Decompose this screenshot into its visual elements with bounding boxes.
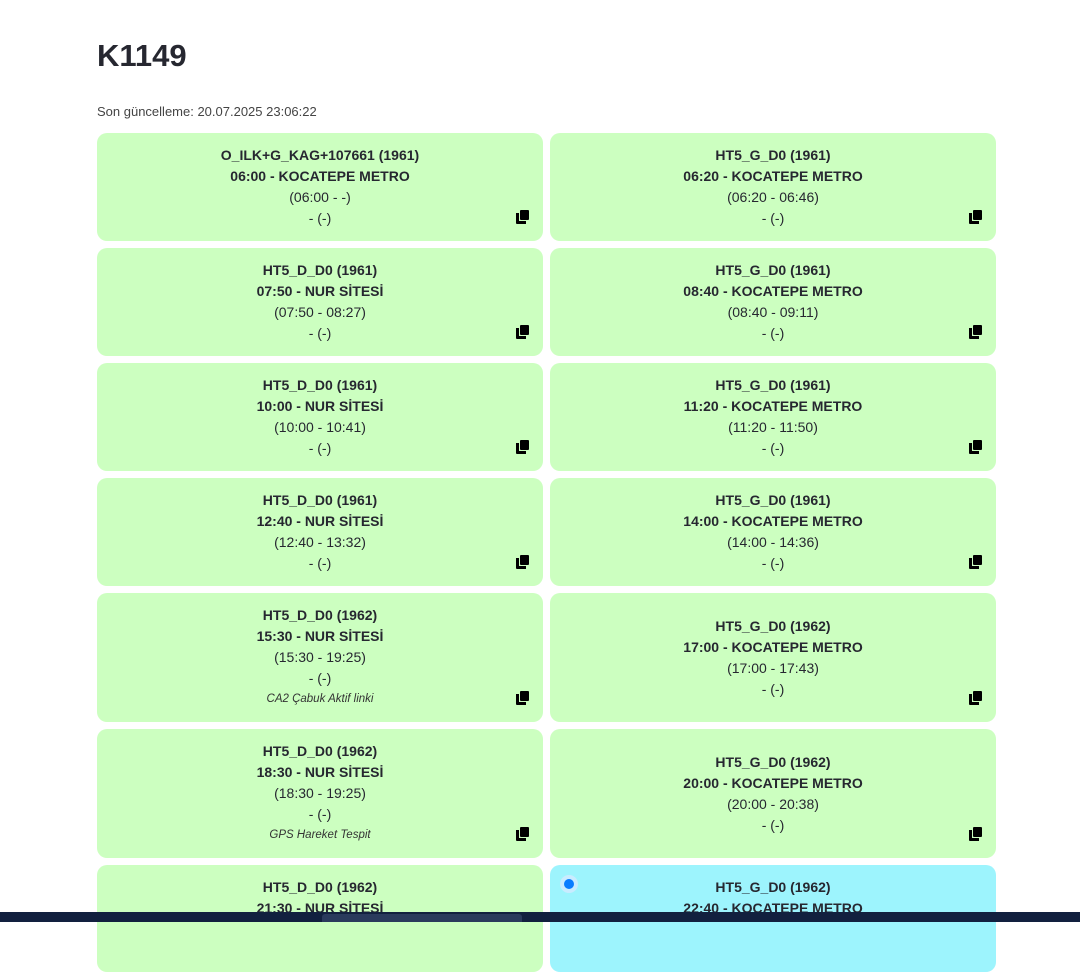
trip-time-range: (10:00 - 10:41)	[274, 419, 366, 435]
copy-icon[interactable]	[969, 826, 982, 841]
copy-icon[interactable]	[969, 690, 982, 705]
trip-time-range: (17:00 - 17:43)	[727, 659, 819, 676]
trip-code: HT5_G_D0 (1962)	[715, 617, 831, 634]
last-updated: Son güncelleme: 20.07.2025 23:06:22	[97, 104, 317, 119]
trip-extra: - (-)	[308, 440, 332, 456]
trip-code: HT5_G_D0 (1962)	[715, 879, 831, 895]
trip-card[interactable]: HT5_G_D0 (1962) 17:00 - KOCATEPE METRO (17…	[550, 593, 996, 722]
trip-departure: 18:30 - NUR SİTESİ	[256, 764, 384, 780]
trip-extra: - (-)	[761, 210, 785, 226]
active-indicator-icon	[564, 879, 574, 889]
trip-code: HT5_G_D0 (1961)	[715, 377, 831, 393]
trip-extra: - (-)	[761, 440, 785, 456]
trip-time-range: (06:00 - -)	[289, 189, 351, 205]
trip-time-range: (08:40 - 09:11)	[727, 304, 819, 320]
trip-grid: O_ILK+G_KAG+107661 (1961) 06:00 - KOCATEP…	[97, 133, 997, 972]
trip-card[interactable]: HT5_D_D0 (1961) 12:40 - NUR SİTESİ (12:40 …	[97, 478, 543, 586]
trip-extra: - (-)	[308, 325, 332, 341]
trip-time-range: (07:50 - 08:27)	[274, 304, 366, 320]
trip-extra: - (-)	[761, 325, 785, 341]
trip-code: HT5_D_D0 (1962)	[262, 879, 378, 895]
copy-icon[interactable]	[969, 554, 982, 569]
trip-card[interactable]: HT5_G_D0 (1961) 11:20 - KOCATEPE METRO (11…	[550, 363, 996, 471]
trip-card[interactable]: HT5_D_D0 (1962) 18:30 - NUR SİTESİ (18:30 …	[97, 729, 543, 858]
trip-code: O_ILK+G_KAG+107661 (1961)	[220, 147, 420, 163]
taskbar-item[interactable]	[322, 914, 522, 922]
trip-departure: 17:00 - KOCATEPE METRO	[683, 638, 863, 655]
trip-code: HT5_G_D0 (1961)	[715, 147, 831, 163]
trip-time-range: (20:00 - 20:38)	[727, 795, 819, 812]
trip-departure: 15:30 - NUR SİTESİ	[256, 628, 384, 644]
trip-departure: 11:20 - KOCATEPE METRO	[683, 398, 863, 414]
copy-icon[interactable]	[516, 439, 529, 454]
trip-card[interactable]: HT5_D_D0 (1962) 15:30 - NUR SİTESİ (15:30 …	[97, 593, 543, 722]
trip-card[interactable]: HT5_G_D0 (1962) 20:00 - KOCATEPE METRO (20…	[550, 729, 996, 858]
copy-icon[interactable]	[516, 209, 529, 224]
trip-note: GPS Hareket Tespit	[269, 829, 371, 841]
copy-icon[interactable]	[516, 690, 529, 705]
trip-departure: 10:00 - NUR SİTESİ	[256, 398, 384, 414]
copy-icon[interactable]	[516, 554, 529, 569]
trip-code: HT5_D_D0 (1962)	[262, 743, 378, 759]
trip-code: HT5_G_D0 (1961)	[715, 262, 831, 278]
trip-code: HT5_D_D0 (1961)	[262, 262, 378, 278]
trip-departure: 08:40 - KOCATEPE METRO	[683, 283, 863, 299]
copy-icon[interactable]	[969, 209, 982, 224]
copy-icon[interactable]	[516, 826, 529, 841]
copy-icon[interactable]	[969, 324, 982, 339]
trip-extra: - (-)	[308, 806, 332, 822]
trip-extra: - (-)	[308, 670, 332, 686]
trip-card[interactable]: HT5_G_D0 (1961) 06:20 - KOCATEPE METRO (06…	[550, 133, 996, 241]
trip-card[interactable]: O_ILK+G_KAG+107661 (1961) 06:00 - KOCATEP…	[97, 133, 543, 241]
trip-card[interactable]: HT5_D_D0 (1961) 10:00 - NUR SİTESİ (10:00 …	[97, 363, 543, 471]
trip-code: HT5_G_D0 (1961)	[715, 492, 831, 508]
trip-time-range: (15:30 - 19:25)	[274, 649, 366, 665]
trip-extra: - (-)	[308, 555, 332, 571]
trip-extra: - (-)	[761, 555, 785, 571]
trip-code: HT5_D_D0 (1961)	[262, 492, 378, 508]
trip-code: HT5_G_D0 (1962)	[715, 753, 831, 770]
trip-time-range: (06:20 - 06:46)	[727, 189, 819, 205]
trip-departure: 06:20 - KOCATEPE METRO	[683, 168, 863, 184]
trip-card[interactable]: HT5_D_D0 (1961) 07:50 - NUR SİTESİ (07:50 …	[97, 248, 543, 356]
copy-icon[interactable]	[969, 439, 982, 454]
trip-card[interactable]: HT5_G_D0 (1961) 14:00 - KOCATEPE METRO (14…	[550, 478, 996, 586]
trip-extra: - (-)	[761, 680, 785, 697]
trip-note: CA2 Çabuk Aktif linki	[266, 693, 374, 705]
trip-time-range: (18:30 - 19:25)	[274, 785, 366, 801]
trip-departure: 20:00 - KOCATEPE METRO	[683, 774, 863, 791]
taskbar	[0, 912, 1080, 922]
trip-extra: - (-)	[761, 816, 785, 833]
trip-departure: 06:00 - KOCATEPE METRO	[230, 168, 410, 184]
trip-code: HT5_D_D0 (1961)	[262, 377, 378, 393]
trip-time-range: (14:00 - 14:36)	[727, 534, 819, 550]
page-title: K1149	[97, 38, 187, 73]
trip-departure: 12:40 - NUR SİTESİ	[256, 513, 384, 529]
trip-extra: - (-)	[308, 210, 332, 226]
trip-time-range: (11:20 - 11:50)	[728, 419, 818, 435]
trip-departure: 07:50 - NUR SİTESİ	[256, 283, 384, 299]
trip-departure: 14:00 - KOCATEPE METRO	[683, 513, 863, 529]
trip-card[interactable]: HT5_G_D0 (1961) 08:40 - KOCATEPE METRO (08…	[550, 248, 996, 356]
copy-icon[interactable]	[516, 324, 529, 339]
trip-code: HT5_D_D0 (1962)	[262, 607, 378, 623]
trip-time-range: (12:40 - 13:32)	[274, 534, 366, 550]
